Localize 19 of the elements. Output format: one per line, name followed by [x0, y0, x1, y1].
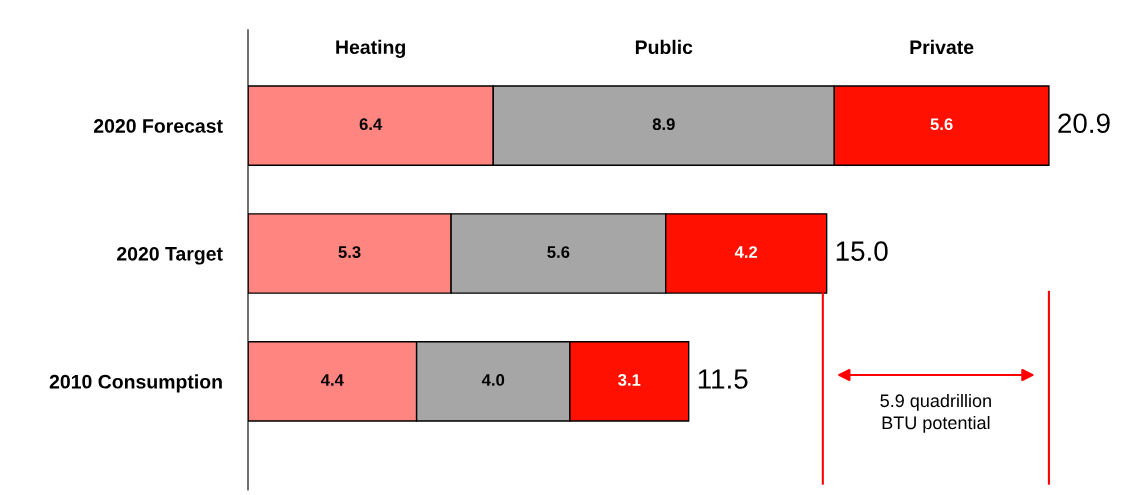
- total-label: 15.0: [836, 241, 888, 261]
- y-tick-label: 2020 Forecast: [93, 119, 223, 133]
- annotation: 5.9 quadrillion BTU potential: [880, 393, 991, 433]
- y-tick-label: 2010 Consumption: [49, 374, 222, 393]
- total-label: 11.5: [698, 369, 748, 389]
- series-label: Public: [635, 39, 693, 55]
- data-label: 6.4: [359, 118, 383, 131]
- data-label: 4.2: [734, 246, 758, 258]
- total-label: 20.9: [1058, 113, 1110, 134]
- data-label: 4.4: [320, 374, 344, 386]
- data-label: 3.1: [618, 374, 641, 386]
- data-label: 5.3: [338, 246, 361, 258]
- data-label: 4.0: [481, 374, 505, 386]
- data-label: 5.6: [547, 246, 570, 258]
- series-label: Heating: [336, 39, 405, 58]
- data-label: 5.6: [930, 118, 953, 131]
- data-label: 8.9: [652, 118, 675, 131]
- series-label: Private: [910, 39, 974, 55]
- y-tick-label: 2020 Target: [117, 246, 223, 265]
